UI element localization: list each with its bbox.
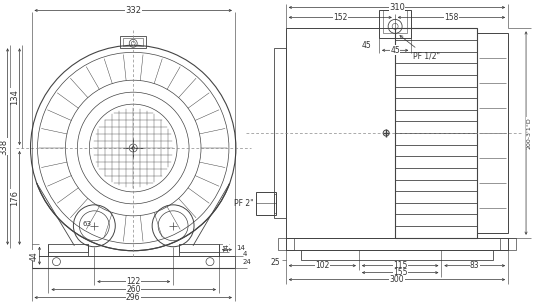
Bar xyxy=(274,48,286,218)
Bar xyxy=(500,238,516,250)
Bar xyxy=(395,28,477,238)
Text: 102: 102 xyxy=(315,261,329,270)
Bar xyxy=(383,10,407,33)
Bar xyxy=(379,10,411,38)
Text: 14: 14 xyxy=(237,245,245,251)
Text: 122: 122 xyxy=(127,277,141,286)
Text: 152: 152 xyxy=(333,13,348,22)
Text: 296: 296 xyxy=(126,293,141,302)
Bar xyxy=(286,238,508,250)
Text: 24: 24 xyxy=(243,259,252,265)
Text: 155: 155 xyxy=(393,268,407,277)
Bar xyxy=(301,250,493,260)
Text: 310: 310 xyxy=(389,3,405,12)
Text: 44: 44 xyxy=(30,251,39,261)
Bar xyxy=(123,38,143,46)
Text: 338: 338 xyxy=(0,138,8,154)
Text: 45: 45 xyxy=(390,46,400,55)
Bar xyxy=(256,192,276,215)
Text: 45: 45 xyxy=(361,41,371,50)
Text: PF 2": PF 2" xyxy=(234,199,254,208)
Bar xyxy=(274,194,276,213)
Text: 115: 115 xyxy=(393,261,407,270)
Text: 63: 63 xyxy=(83,221,92,227)
Text: 200-3'1°D: 200-3'1°D xyxy=(527,117,531,149)
Bar xyxy=(477,33,508,233)
Bar xyxy=(179,244,219,252)
Text: 4: 4 xyxy=(243,251,247,257)
Text: 158: 158 xyxy=(444,13,459,22)
Text: 300: 300 xyxy=(390,275,404,284)
Bar xyxy=(278,238,294,250)
Text: 260: 260 xyxy=(127,285,141,294)
Text: 25: 25 xyxy=(270,258,280,267)
Circle shape xyxy=(132,147,135,150)
Text: PF 1/2": PF 1/2" xyxy=(400,36,440,61)
Text: 14: 14 xyxy=(223,243,229,252)
Text: 176: 176 xyxy=(10,190,19,206)
Text: 83: 83 xyxy=(470,261,480,270)
Bar xyxy=(120,36,146,48)
Bar xyxy=(49,244,88,252)
Text: 332: 332 xyxy=(125,6,141,15)
Bar xyxy=(286,28,395,238)
Text: 134: 134 xyxy=(10,89,19,105)
